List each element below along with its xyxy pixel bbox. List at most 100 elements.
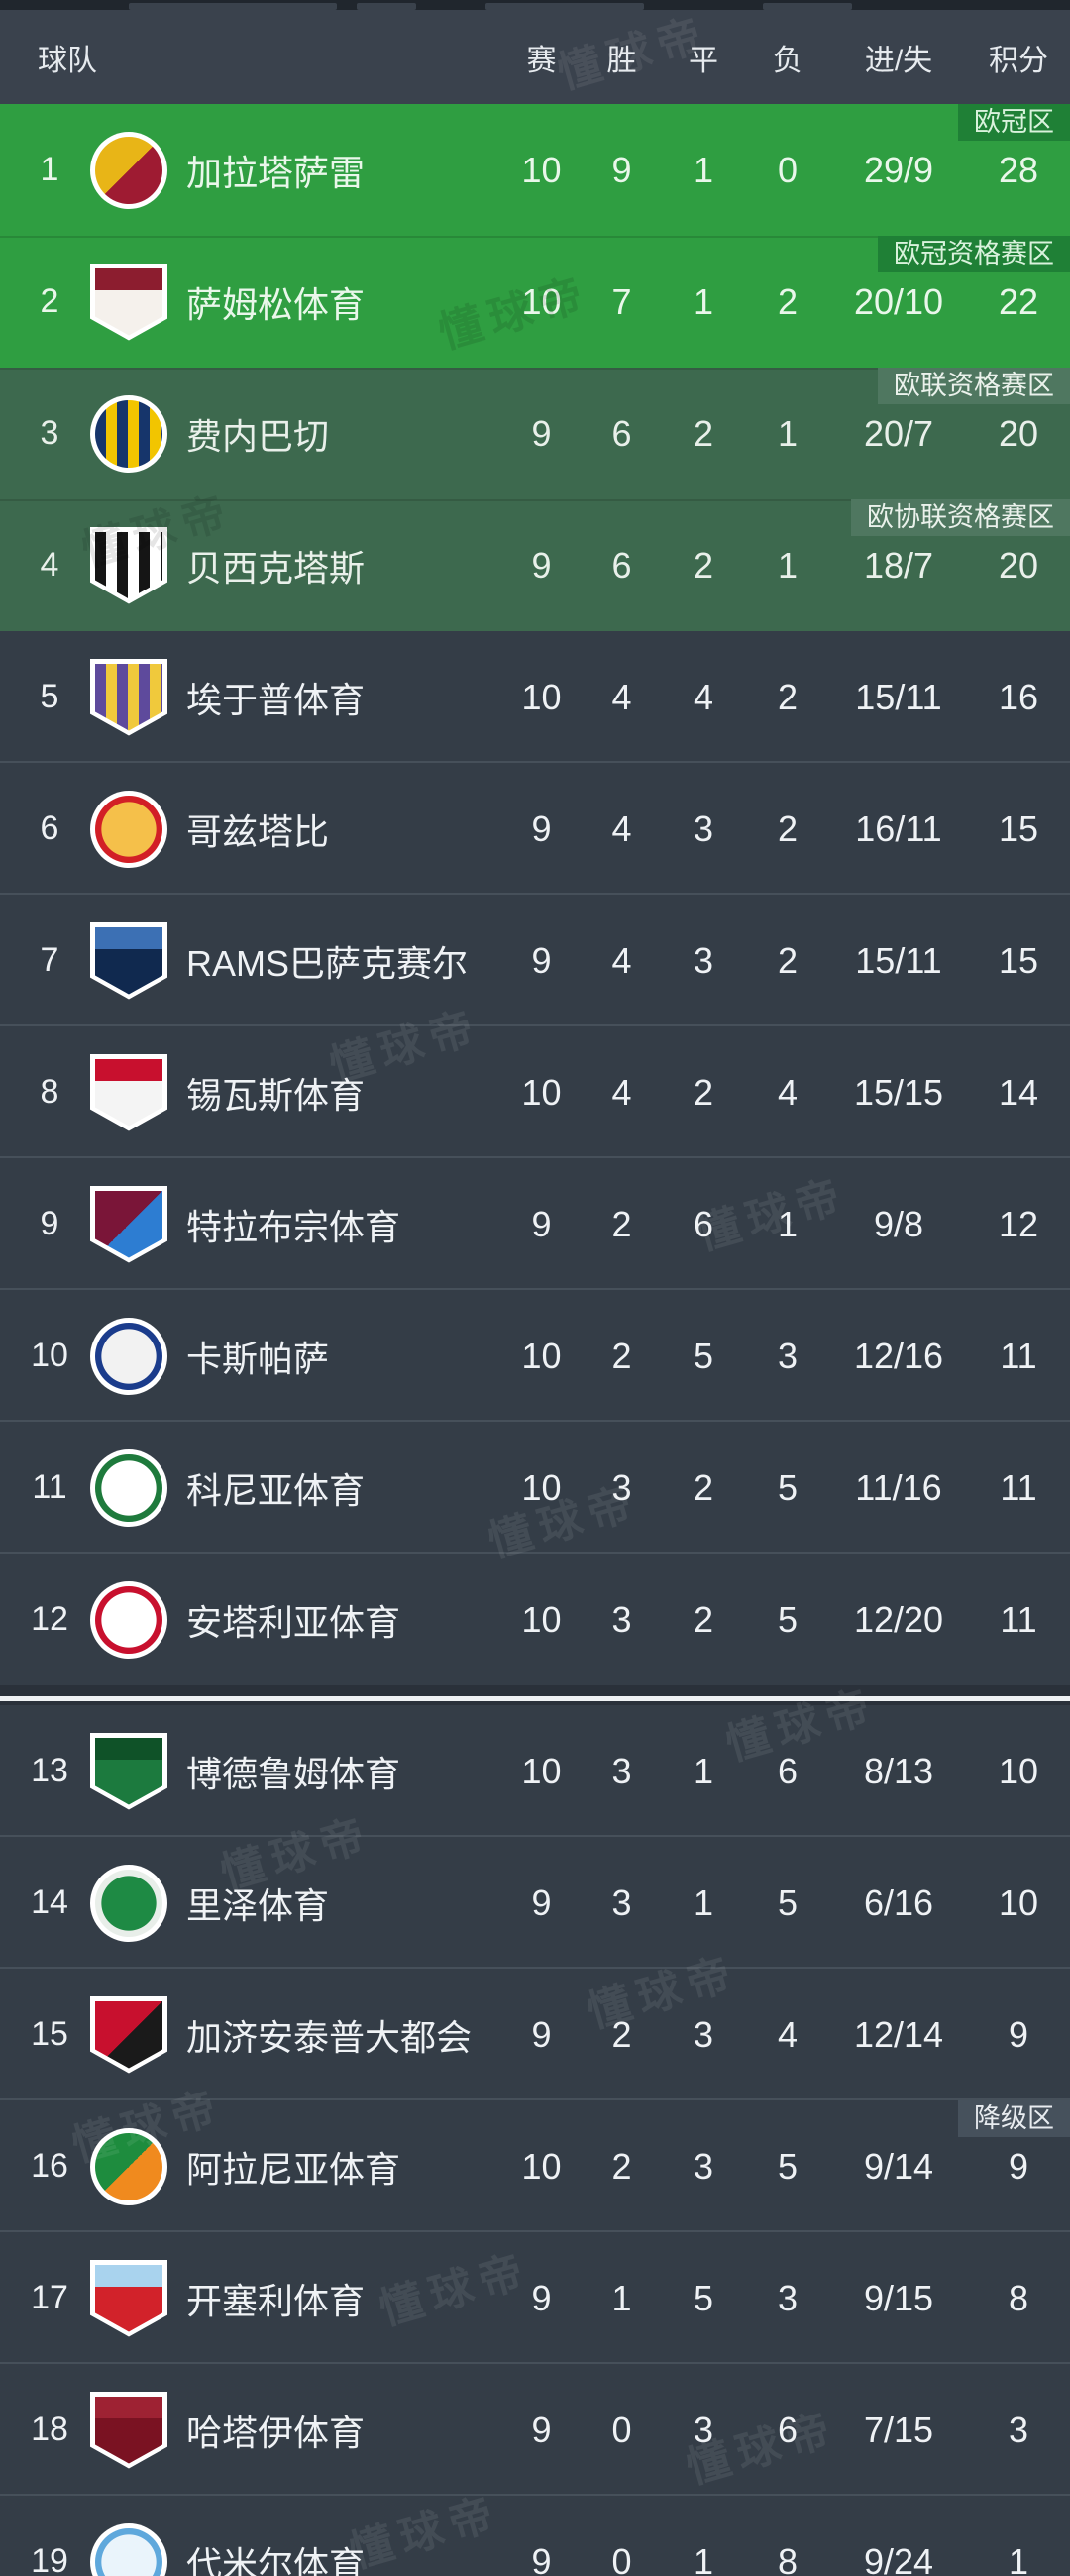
stat-goals: 20/7 (863, 412, 934, 454)
stat-lost: 6 (777, 2409, 799, 2450)
stat-draw: 5 (693, 2277, 714, 2318)
table-row[interactable]: 12 安塔利亚体育 10 3 2 5 12/20 11 (0, 1552, 1070, 1685)
team-logo (79, 1732, 178, 1810)
header-goals: 进/失 (864, 44, 933, 77)
stat-goals: 15/11 (855, 676, 942, 717)
header-won: 胜 (606, 44, 637, 77)
table-row[interactable]: 欧协联资格赛区 4 贝西克塔斯 9 6 2 1 18/7 20 (0, 499, 1070, 631)
rank-number: 8 (40, 1073, 59, 1111)
rank-number: 5 (40, 678, 59, 715)
stat-goals: 9/14 (863, 2145, 934, 2187)
stat-won: 7 (611, 280, 632, 322)
table-row[interactable]: 5 埃于普体育 10 4 4 2 15/11 16 (0, 631, 1070, 763)
stat-played: 9 (531, 1881, 552, 1923)
table-row[interactable]: 降级区 16 阿拉尼亚体育 10 2 3 5 9/14 9 (0, 2098, 1070, 2232)
team-crest-icon (90, 2127, 167, 2205)
team-logo (79, 658, 178, 736)
table-row[interactable]: 15 加济安泰普大都会 9 2 3 4 12/14 9 (0, 1967, 1070, 2100)
stat-goals: 8/13 (863, 1750, 934, 1791)
team-logo (79, 1053, 178, 1131)
table-row[interactable]: 17 开塞利体育 9 1 5 3 9/15 8 (0, 2230, 1070, 2364)
stat-draw: 2 (693, 544, 714, 586)
team-crest-icon (90, 131, 167, 209)
team-crest-icon (90, 2259, 167, 2337)
rank-number: 16 (31, 2147, 68, 2185)
stat-goals: 16/11 (855, 807, 942, 849)
stat-won: 1 (611, 2277, 632, 2318)
stat-points: 1 (1008, 2540, 1029, 2576)
team-crest-pattern (95, 1869, 162, 1937)
table-row[interactable]: 欧联资格赛区 3 费内巴切 9 6 2 1 20/7 20 (0, 368, 1070, 499)
team-crest-icon (90, 1185, 167, 1263)
team-name: 萨姆松体育 (186, 283, 366, 325)
stat-won: 6 (611, 544, 632, 586)
stat-goals: 9/24 (863, 2540, 934, 2576)
table-row[interactable]: 19 代米尔体育 9 0 1 8 9/24 1 (0, 2494, 1070, 2576)
table-row[interactable]: 10 卡斯帕萨 10 2 5 3 12/16 11 (0, 1288, 1070, 1422)
team-crest-icon (90, 1580, 167, 1659)
stat-draw: 1 (693, 2540, 714, 2576)
stat-won: 3 (611, 1881, 632, 1923)
team-crest-icon (90, 1449, 167, 1527)
team-crest-pattern (95, 1322, 162, 1390)
zone-badge: 欧冠区 (958, 104, 1070, 141)
stat-lost: 2 (777, 807, 799, 849)
stat-draw: 1 (693, 1750, 714, 1791)
stat-points: 8 (1008, 2277, 1029, 2318)
rank-number: 4 (40, 546, 59, 584)
team-crest-pattern (95, 399, 162, 468)
top-edge-strip (0, 0, 1070, 10)
team-name: 加拉塔萨雷 (186, 152, 366, 193)
rank-number: 19 (31, 2542, 68, 2576)
stat-played: 9 (531, 2013, 552, 2055)
table-row[interactable]: 14 里泽体育 9 3 1 5 6/16 10 (0, 1835, 1070, 1969)
stat-points: 28 (998, 149, 1039, 190)
stat-won: 3 (611, 1750, 632, 1791)
stat-draw: 5 (693, 1335, 714, 1376)
stat-points: 3 (1008, 2409, 1029, 2450)
rank-number: 13 (31, 1752, 68, 1789)
table-row[interactable]: 11 科尼亚体育 10 3 2 5 11/16 11 (0, 1420, 1070, 1554)
table-row[interactable]: 欧冠区 1 加拉塔萨雷 10 9 1 0 29/9 28 (0, 104, 1070, 236)
team-name: 贝西克塔斯 (186, 547, 366, 589)
stat-won: 2 (611, 1203, 632, 1244)
stat-points: 20 (998, 412, 1039, 454)
stat-draw: 1 (693, 149, 714, 190)
rank-number: 6 (40, 809, 59, 847)
stat-won: 9 (611, 149, 632, 190)
table-row[interactable]: 7 RAMS巴萨克赛尔 9 4 3 2 15/11 15 (0, 893, 1070, 1026)
table-header: 球队 赛 胜 平 负 进/失 积分 (0, 10, 1070, 104)
stat-won: 0 (611, 2409, 632, 2450)
team-name: 锡瓦斯体育 (186, 1074, 366, 1116)
stat-lost: 5 (777, 1466, 799, 1508)
stat-played: 9 (531, 2409, 552, 2450)
stat-draw: 4 (693, 676, 714, 717)
table-row[interactable]: 9 特拉布宗体育 9 2 6 1 9/8 12 (0, 1156, 1070, 1290)
team-crest-pattern (95, 1453, 162, 1522)
table-row[interactable]: 18 哈塔伊体育 9 0 3 6 7/15 3 (0, 2362, 1070, 2496)
table-row[interactable]: 欧冠资格赛区 2 萨姆松体育 10 7 1 2 20/10 22 (0, 236, 1070, 368)
team-crest-pattern (95, 795, 162, 863)
table-row[interactable]: 6 哥兹塔比 9 4 3 2 16/11 15 (0, 761, 1070, 895)
team-crest-icon (90, 2522, 167, 2576)
team-crest-icon (90, 790, 167, 868)
team-crest-pattern (95, 531, 162, 599)
team-name: 博德鲁姆体育 (186, 1753, 401, 1794)
header-draw: 平 (689, 44, 718, 77)
stat-won: 2 (611, 2013, 632, 2055)
team-crest-icon (90, 1053, 167, 1131)
stat-lost: 1 (777, 544, 799, 586)
table-row[interactable]: 13 博德鲁姆体育 10 3 1 6 8/13 10 (0, 1705, 1070, 1837)
stat-goals: 12/14 (853, 2013, 944, 2055)
stat-goals: 29/9 (863, 149, 934, 190)
team-logo (79, 1995, 178, 2074)
team-logo (79, 2259, 178, 2337)
team-name: 安塔利亚体育 (186, 1601, 401, 1643)
stat-won: 4 (611, 939, 632, 981)
stat-lost: 3 (777, 1335, 799, 1376)
top-edge-fragment (763, 3, 852, 10)
stat-lost: 5 (777, 1598, 799, 1640)
rank-number: 18 (31, 2411, 68, 2448)
stat-points: 11 (1000, 1466, 1037, 1508)
table-row[interactable]: 8 锡瓦斯体育 10 4 2 4 15/15 14 (0, 1024, 1070, 1158)
